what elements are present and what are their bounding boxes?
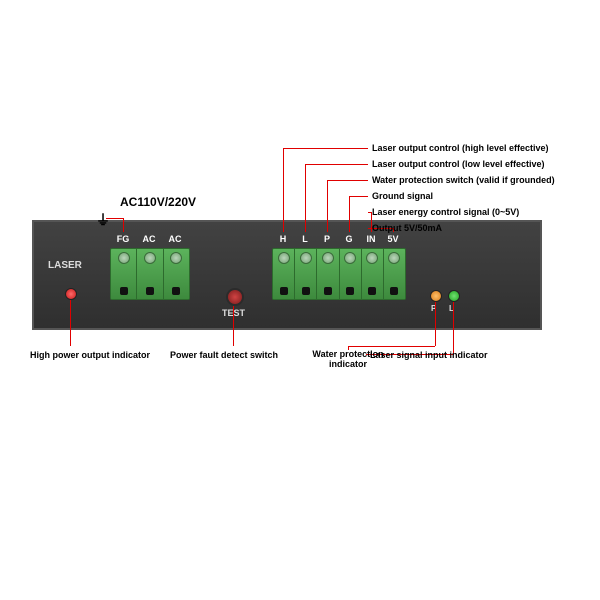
callout-label-right: Laser output control (high level effecti… bbox=[372, 143, 549, 153]
pin-label: P bbox=[324, 234, 330, 244]
terminal-block-ac bbox=[110, 248, 190, 300]
laser-text: LASER bbox=[48, 260, 82, 271]
terminal-block-signal bbox=[272, 248, 406, 300]
pin-label: G bbox=[345, 234, 352, 244]
test-button[interactable] bbox=[226, 288, 244, 306]
laser-signal-input-led bbox=[448, 290, 460, 302]
pin-label: AC bbox=[169, 234, 182, 244]
ground-icon: ⏚ bbox=[96, 210, 110, 230]
callout-label-right: Laser output control (low level effectiv… bbox=[372, 159, 545, 169]
diagram-canvas: AC110V/220V ⏚ LASER TEST P L Laser outpu… bbox=[0, 0, 600, 600]
high-power-output-led bbox=[65, 288, 77, 300]
pin-label: 5V bbox=[387, 234, 398, 244]
callout-label-bottom: Laser signal input indicator bbox=[370, 350, 488, 360]
pin-label: AC bbox=[143, 234, 156, 244]
ac-voltage-label: AC110V/220V bbox=[120, 195, 196, 209]
callout-label-right: Water protection switch (valid if ground… bbox=[372, 175, 555, 185]
callout-label-right: Ground signal bbox=[372, 191, 433, 201]
water-protection-led bbox=[430, 290, 442, 302]
callout-label-bottom: Power fault detect switch bbox=[170, 350, 278, 360]
pin-label: FG bbox=[117, 234, 130, 244]
pin-label: L bbox=[302, 234, 308, 244]
pin-label: IN bbox=[367, 234, 376, 244]
callout-label-right: Laser energy control signal (0~5V) bbox=[372, 207, 519, 217]
pin-label: H bbox=[280, 234, 287, 244]
callout-label-right: Output 5V/50mA bbox=[372, 223, 442, 233]
callout-label-bottom: High power output indicator bbox=[30, 350, 150, 360]
